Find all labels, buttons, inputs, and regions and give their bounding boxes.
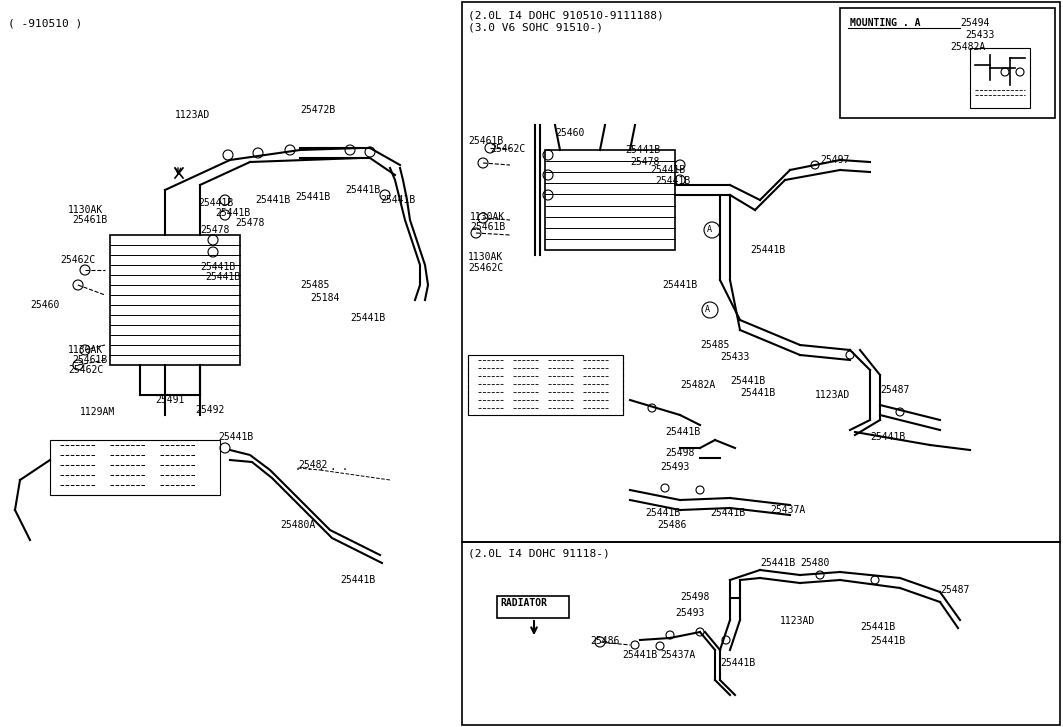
Text: 25441B: 25441B xyxy=(870,432,906,442)
Text: 25441B: 25441B xyxy=(750,245,786,255)
Text: 25461B: 25461B xyxy=(72,215,107,225)
Text: 25441B: 25441B xyxy=(655,176,690,186)
Text: 25433: 25433 xyxy=(720,352,749,362)
Text: (2.0L I4 DOHC 91118-): (2.0L I4 DOHC 91118-) xyxy=(468,548,610,558)
Text: 25461B: 25461B xyxy=(468,136,503,146)
Text: 25493: 25493 xyxy=(660,462,690,472)
Text: 25441B: 25441B xyxy=(720,658,755,668)
Text: 25461B: 25461B xyxy=(470,222,505,232)
Text: 25493: 25493 xyxy=(675,608,705,618)
Text: 1123AD: 1123AD xyxy=(815,390,850,400)
Text: 25478: 25478 xyxy=(630,157,659,167)
Text: 25460: 25460 xyxy=(30,300,60,310)
Text: 25441B: 25441B xyxy=(200,262,235,272)
Text: 25441B: 25441B xyxy=(662,280,697,290)
Text: 25491: 25491 xyxy=(155,395,184,405)
Text: 25441B: 25441B xyxy=(205,272,240,282)
Text: 25482A: 25482A xyxy=(680,380,715,390)
Text: 25441B: 25441B xyxy=(625,145,660,155)
Text: 1123AD: 1123AD xyxy=(780,616,815,626)
Text: 25441B: 25441B xyxy=(740,388,775,398)
Text: 25441B: 25441B xyxy=(198,198,233,208)
Text: 25494: 25494 xyxy=(960,18,990,28)
Text: 25441B: 25441B xyxy=(255,195,290,205)
Text: 25498: 25498 xyxy=(665,448,694,458)
Text: 25478: 25478 xyxy=(200,225,230,235)
Text: · · · · ·: · · · · · xyxy=(296,465,348,475)
Text: 25472B: 25472B xyxy=(300,105,335,115)
Text: 25462C: 25462C xyxy=(60,255,96,265)
Text: 25482A: 25482A xyxy=(950,42,985,52)
Text: 25441B: 25441B xyxy=(870,636,906,646)
Text: 25487: 25487 xyxy=(940,585,969,595)
Bar xyxy=(109,235,240,365)
Text: 25486: 25486 xyxy=(590,636,620,646)
Text: RADIATOR: RADIATOR xyxy=(500,598,547,608)
Text: 25441B: 25441B xyxy=(645,508,680,518)
Text: 25441B: 25441B xyxy=(760,558,795,568)
Text: 25441B: 25441B xyxy=(665,427,701,437)
Text: 1123AD: 1123AD xyxy=(175,110,210,120)
Text: 25184: 25184 xyxy=(310,293,339,303)
Text: 25478: 25478 xyxy=(235,218,265,228)
Text: 25462C: 25462C xyxy=(468,263,503,273)
Text: 25482: 25482 xyxy=(298,460,327,470)
Text: 1130AK: 1130AK xyxy=(470,212,505,222)
Bar xyxy=(971,48,1030,108)
Text: 1130AK: 1130AK xyxy=(468,252,503,262)
Text: 25433: 25433 xyxy=(965,30,994,40)
Text: 25462C: 25462C xyxy=(490,144,525,154)
Text: 25437A: 25437A xyxy=(770,505,806,515)
Text: 1130AK: 1130AK xyxy=(68,205,103,215)
Bar xyxy=(545,150,675,250)
Text: 25485: 25485 xyxy=(701,340,729,350)
Text: 25480A: 25480A xyxy=(280,520,316,530)
Text: 25486: 25486 xyxy=(657,520,687,530)
Bar xyxy=(468,355,623,415)
Text: 25498: 25498 xyxy=(680,592,709,602)
Text: 25437A: 25437A xyxy=(660,650,695,660)
Text: 25441B: 25441B xyxy=(622,650,657,660)
Bar xyxy=(840,8,1054,118)
Text: 25441B: 25441B xyxy=(350,313,385,323)
Text: 25480: 25480 xyxy=(800,558,829,568)
Text: MOUNTING . A: MOUNTING . A xyxy=(850,18,921,28)
Bar xyxy=(462,542,1060,725)
Text: 25441B: 25441B xyxy=(860,622,895,632)
Text: 1130AK: 1130AK xyxy=(68,345,103,355)
Text: A: A xyxy=(707,225,711,233)
Text: 25441B: 25441B xyxy=(649,165,686,175)
Text: A: A xyxy=(705,305,709,313)
Text: 25441B: 25441B xyxy=(215,208,250,218)
Text: (2.0L I4 DOHC 910510-9111188): (2.0L I4 DOHC 910510-9111188) xyxy=(468,10,663,20)
Text: 25441B: 25441B xyxy=(730,376,765,386)
Text: 25441B: 25441B xyxy=(345,185,381,195)
Bar xyxy=(462,2,1060,542)
Bar xyxy=(497,596,569,618)
Text: 25497: 25497 xyxy=(820,155,849,165)
Text: 25492: 25492 xyxy=(195,405,224,415)
Text: 25462C: 25462C xyxy=(68,365,103,375)
Text: 25441B: 25441B xyxy=(296,192,331,202)
Text: (3.0 V6 SOHC 91510-): (3.0 V6 SOHC 91510-) xyxy=(468,22,603,32)
Text: 25487: 25487 xyxy=(880,385,909,395)
Text: 25441B: 25441B xyxy=(710,508,745,518)
Text: 25441B: 25441B xyxy=(340,575,375,585)
Text: 25485: 25485 xyxy=(300,280,330,290)
Bar xyxy=(50,440,220,495)
Text: 25441B: 25441B xyxy=(379,195,416,205)
Text: 25441B: 25441B xyxy=(218,432,253,442)
Text: 1129AM: 1129AM xyxy=(80,407,115,417)
Text: 25461B: 25461B xyxy=(72,355,107,365)
Text: 25460: 25460 xyxy=(555,128,585,138)
Text: ( -910510 ): ( -910510 ) xyxy=(9,18,82,28)
